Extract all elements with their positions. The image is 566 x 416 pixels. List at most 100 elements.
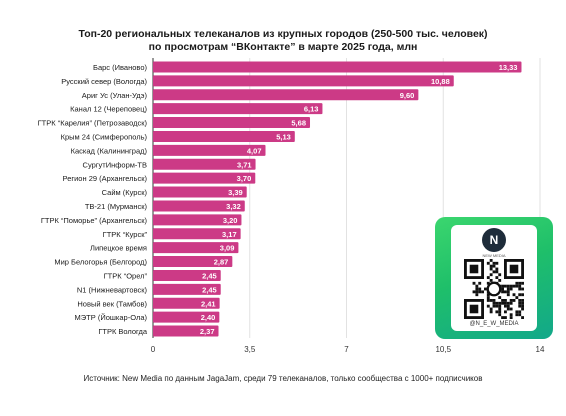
qr-module [495, 276, 499, 279]
qr-module [518, 301, 522, 305]
qr-module [498, 304, 502, 308]
qr-module [518, 313, 522, 317]
qr-module [489, 307, 493, 311]
qr-card-inner: N NEW MEDIA @N_E_W_MEDIA [451, 225, 537, 331]
chart-title-line-2: по просмотрам “ВКонтакте” в марте 2025 г… [148, 41, 418, 53]
qr-module [518, 284, 522, 288]
bar-value-label: 2,40 [201, 313, 216, 322]
bar-value-label: 13,33 [499, 63, 518, 72]
qr-module [486, 281, 490, 285]
qr-module [489, 259, 493, 262]
bar [153, 172, 256, 184]
qr-module [521, 307, 524, 311]
qr-module [506, 290, 510, 294]
category-label: ГТРК “Поморье” (Архангельск) [41, 216, 148, 225]
qr-module [518, 293, 522, 297]
bar-value-label: 6,13 [304, 105, 319, 114]
category-label: Ариг Ус (Улан-Удэ) [82, 91, 148, 100]
logo-subtitle: NEW MEDIA [482, 253, 506, 258]
qr-module [492, 261, 496, 265]
bar [153, 117, 311, 129]
bar [153, 214, 242, 226]
bar-value-label: 3,09 [220, 244, 235, 253]
category-label: Новый век (Тамбов) [77, 299, 147, 308]
qr-module [501, 316, 504, 319]
qr-module [495, 310, 499, 314]
qr-module [501, 287, 504, 291]
qr-module [504, 299, 507, 302]
qr-module [469, 264, 479, 274]
category-label: Регион 29 (Архангельск) [63, 174, 148, 183]
qr-module [492, 304, 496, 308]
qr-module [521, 316, 524, 319]
bar-value-label: 10,88 [431, 77, 450, 86]
qr-module [478, 287, 482, 291]
qr-module [495, 304, 499, 308]
qr-module [518, 299, 522, 302]
qr-module [498, 273, 502, 277]
qr-module [521, 281, 524, 285]
category-label: Русский север (Вологда) [61, 77, 147, 86]
qr-module [486, 293, 490, 297]
qr-module [495, 261, 499, 265]
qr-module [486, 276, 490, 279]
qr-handle-label: @N_E_W_MEDIA [469, 321, 519, 327]
qr-module [501, 290, 504, 294]
qr-module [504, 316, 507, 319]
bar [153, 256, 233, 268]
source-note: Источник: New Media по данным JagaJam, с… [83, 374, 483, 383]
qr-module [498, 310, 502, 314]
bar [153, 75, 454, 87]
qr-module [498, 279, 502, 282]
qr-module [518, 310, 522, 314]
qr-module [492, 270, 496, 274]
qr-module [509, 316, 513, 319]
qr-module [504, 290, 507, 294]
qr-module [515, 284, 519, 288]
category-label: ГТРК “Карелия” (Петрозаводск) [38, 119, 148, 128]
bar-value-label: 3,32 [226, 202, 241, 211]
qr-module [486, 299, 490, 302]
qr-module [501, 301, 504, 305]
bar [153, 144, 266, 156]
qr-module [509, 313, 513, 317]
bar [153, 228, 241, 240]
chart-title-line-1: Топ-20 региональных телеканалов из крупн… [78, 28, 488, 40]
qr-module [509, 301, 513, 305]
qr-module [515, 281, 519, 285]
qr-module [489, 310, 493, 314]
qr-module [521, 304, 524, 308]
bar [153, 325, 219, 337]
qr-module [504, 301, 507, 305]
x-tick-label: 10,5 [435, 345, 451, 354]
qr-module [509, 299, 513, 302]
bar-value-label: 2,37 [200, 327, 215, 336]
category-label: МЭТР (Йошкар-Ола) [75, 313, 148, 322]
category-label: Канал 12 (Череповец) [70, 105, 147, 114]
qr-module [475, 293, 479, 297]
qr-module [501, 299, 504, 302]
chart-title: Топ-20 региональных телеканалов из крупн… [0, 28, 566, 54]
bar-value-label: 2,45 [202, 285, 217, 294]
qr-module [501, 284, 504, 288]
qr-module [475, 284, 479, 288]
bar-value-label: 3,71 [237, 160, 252, 169]
qr-module [489, 279, 493, 282]
x-tick-label: 0 [151, 345, 156, 354]
qr-module [518, 287, 522, 291]
qr-module [521, 299, 524, 302]
bar [153, 130, 295, 142]
bar [153, 158, 256, 170]
qr-module [495, 267, 499, 271]
qr-module [492, 301, 496, 305]
qr-module [509, 264, 519, 274]
qr-module [521, 293, 524, 297]
category-label: Барс (Иваново) [93, 63, 147, 72]
qr-module [492, 299, 496, 302]
telegram-icon [486, 281, 502, 297]
x-tick-label: 3,5 [244, 345, 256, 354]
bar [153, 283, 221, 295]
bar [153, 89, 419, 101]
bar-value-label: 3,17 [222, 230, 237, 239]
